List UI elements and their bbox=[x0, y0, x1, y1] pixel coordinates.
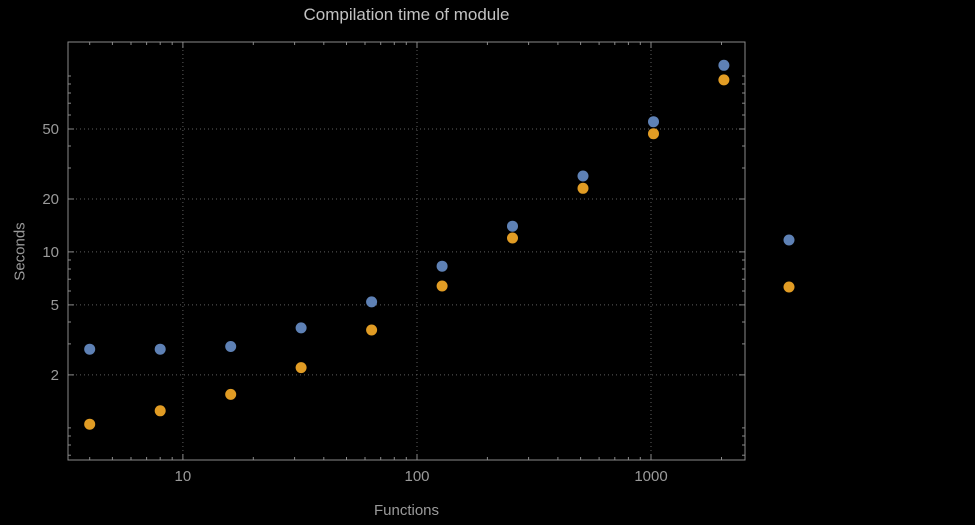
y-tick-label: 20 bbox=[42, 191, 59, 208]
plot-frame bbox=[67, 41, 746, 461]
y-tick-label: 10 bbox=[42, 244, 59, 261]
data-point-orange bbox=[366, 324, 378, 336]
data-point-orange bbox=[718, 74, 730, 86]
data-point-blue bbox=[154, 343, 166, 355]
data-point-blue bbox=[718, 59, 730, 71]
data-point-blue bbox=[648, 116, 659, 128]
data-point-blue bbox=[225, 341, 237, 352]
legend-marker-orange bbox=[783, 281, 795, 293]
y-tick-label: 50 bbox=[42, 121, 59, 138]
data-point-orange bbox=[507, 232, 518, 244]
x-tick-label: 100 bbox=[404, 468, 429, 485]
y-tick-label: 2 bbox=[51, 367, 59, 384]
data-point-blue bbox=[84, 343, 96, 355]
data-point-orange bbox=[84, 418, 96, 430]
chart-title: Compilation time of module bbox=[303, 5, 510, 24]
x-tick-label: 1000 bbox=[634, 468, 667, 485]
y-tick-label: 5 bbox=[51, 297, 59, 314]
data-point-orange bbox=[436, 280, 448, 292]
data-point-blue bbox=[295, 322, 307, 334]
legend-marker-blue bbox=[783, 234, 795, 246]
data-point-orange bbox=[154, 405, 166, 417]
data-point-orange bbox=[295, 362, 307, 374]
data-point-blue bbox=[577, 170, 589, 182]
data-point-orange bbox=[577, 182, 589, 194]
data-point-orange bbox=[648, 128, 659, 140]
x-tick-label: 10 bbox=[175, 468, 192, 485]
y-axis-label: Seconds bbox=[11, 222, 29, 281]
data-point-blue bbox=[507, 220, 518, 232]
data-point-blue bbox=[366, 296, 378, 308]
x-axis-label: Functions bbox=[373, 502, 440, 519]
data-point-orange bbox=[225, 388, 237, 400]
data-point-blue bbox=[436, 260, 448, 272]
